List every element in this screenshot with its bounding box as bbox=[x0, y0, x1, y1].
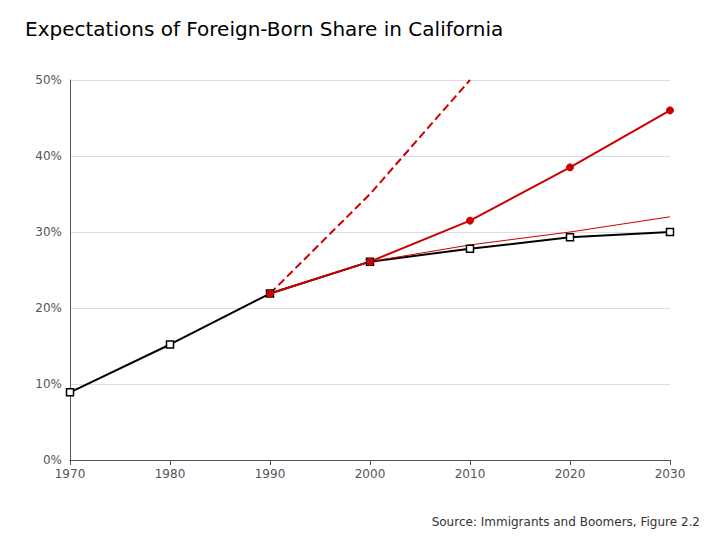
svg-text:20%: 20% bbox=[35, 301, 62, 315]
svg-text:1990: 1990 bbox=[255, 467, 286, 481]
svg-text:10%: 10% bbox=[35, 377, 62, 391]
svg-text:30%: 30% bbox=[35, 225, 62, 239]
svg-text:2030: 2030 bbox=[655, 467, 686, 481]
svg-text:40%: 40% bbox=[35, 149, 62, 163]
svg-text:2010: 2010 bbox=[455, 467, 486, 481]
svg-text:50%: 50% bbox=[35, 73, 62, 87]
svg-text:1980: 1980 bbox=[155, 467, 186, 481]
svg-text:Source: Immigrants and Boomers: Source: Immigrants and Boomers, Figure 2… bbox=[432, 515, 700, 529]
svg-text:2000: 2000 bbox=[355, 467, 386, 481]
svg-text:1970: 1970 bbox=[55, 467, 86, 481]
svg-text:0%: 0% bbox=[43, 453, 62, 467]
svg-text:2020: 2020 bbox=[555, 467, 586, 481]
svg-text:Expectations of Foreign-Born S: Expectations of Foreign-Born Share in Ca… bbox=[25, 17, 503, 41]
